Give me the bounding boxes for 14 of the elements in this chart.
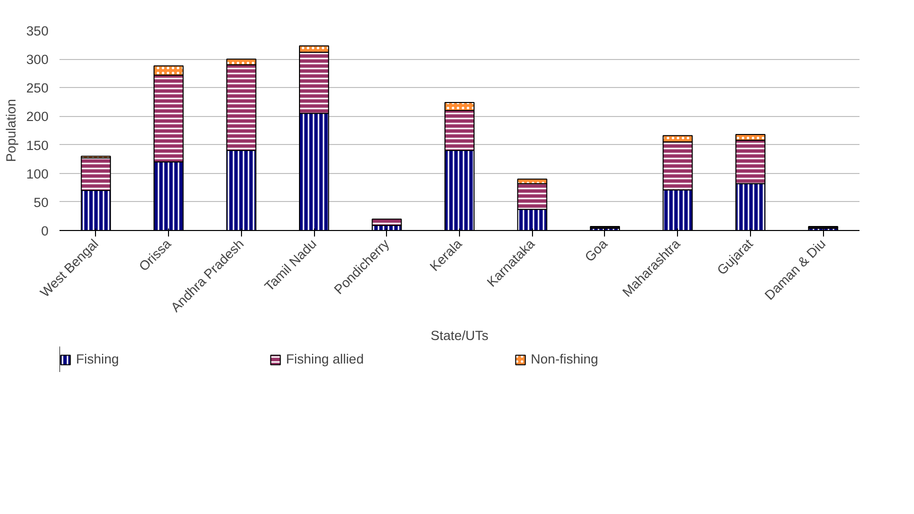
legend-label: Fishing allied (286, 352, 364, 366)
legend-label: Fishing (76, 352, 119, 366)
y-tick-label: 50 (34, 194, 49, 210)
y-tick-label: 350 (26, 24, 49, 38)
y-tick-label: 300 (26, 52, 49, 68)
y-tick-label: 150 (26, 138, 49, 153)
x-axis-title: State/UTs (430, 328, 489, 344)
y-tick-label: 0 (41, 224, 49, 238)
y-axis-title: Population (3, 98, 18, 162)
y-tick-label: 200 (26, 109, 49, 124)
y-tick-label: 250 (26, 80, 49, 96)
y-tick-label: 100 (26, 166, 49, 182)
x-tick-label: Goa (582, 236, 611, 265)
legend-label: Non-fishing (530, 352, 598, 366)
